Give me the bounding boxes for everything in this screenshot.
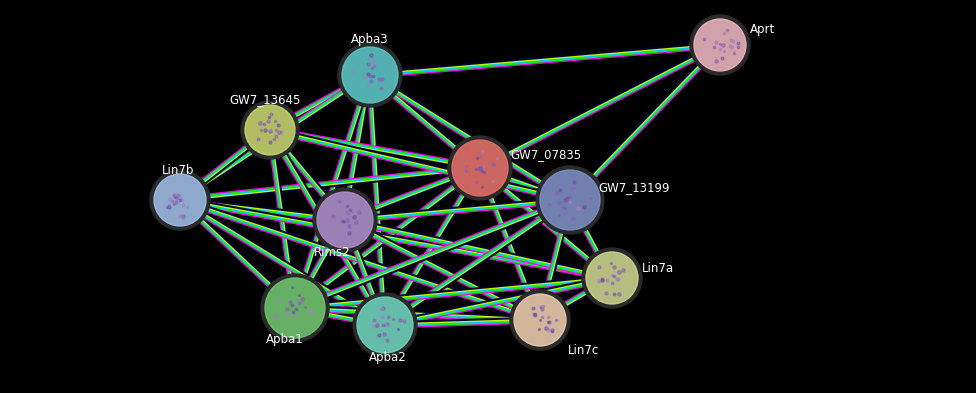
Circle shape — [245, 105, 295, 155]
Text: Lin7c: Lin7c — [568, 343, 599, 356]
Text: Apba3: Apba3 — [351, 33, 388, 46]
Circle shape — [353, 293, 417, 357]
Text: Aprt: Aprt — [750, 24, 775, 37]
Circle shape — [510, 290, 570, 350]
Circle shape — [452, 140, 508, 196]
Text: Apba1: Apba1 — [266, 334, 304, 347]
Circle shape — [586, 252, 638, 304]
Circle shape — [313, 188, 377, 252]
Circle shape — [261, 274, 329, 342]
Text: Lin7b: Lin7b — [162, 163, 194, 176]
Circle shape — [241, 101, 299, 159]
Circle shape — [690, 15, 750, 75]
Circle shape — [448, 136, 512, 200]
Circle shape — [582, 248, 642, 308]
Circle shape — [342, 47, 398, 103]
Text: GW7_13199: GW7_13199 — [598, 182, 670, 195]
Text: Apba2: Apba2 — [369, 351, 407, 364]
Text: GW7_07835: GW7_07835 — [510, 149, 581, 162]
Circle shape — [514, 294, 566, 346]
Circle shape — [338, 43, 402, 107]
Text: Rims2: Rims2 — [313, 246, 350, 259]
Circle shape — [265, 278, 325, 338]
Circle shape — [150, 170, 210, 230]
Text: Lin7a: Lin7a — [642, 261, 674, 274]
Circle shape — [317, 192, 373, 248]
Circle shape — [154, 174, 206, 226]
Circle shape — [540, 170, 600, 230]
Text: GW7_13645: GW7_13645 — [229, 94, 301, 107]
Circle shape — [694, 19, 746, 71]
Circle shape — [357, 297, 413, 353]
Circle shape — [536, 166, 604, 234]
